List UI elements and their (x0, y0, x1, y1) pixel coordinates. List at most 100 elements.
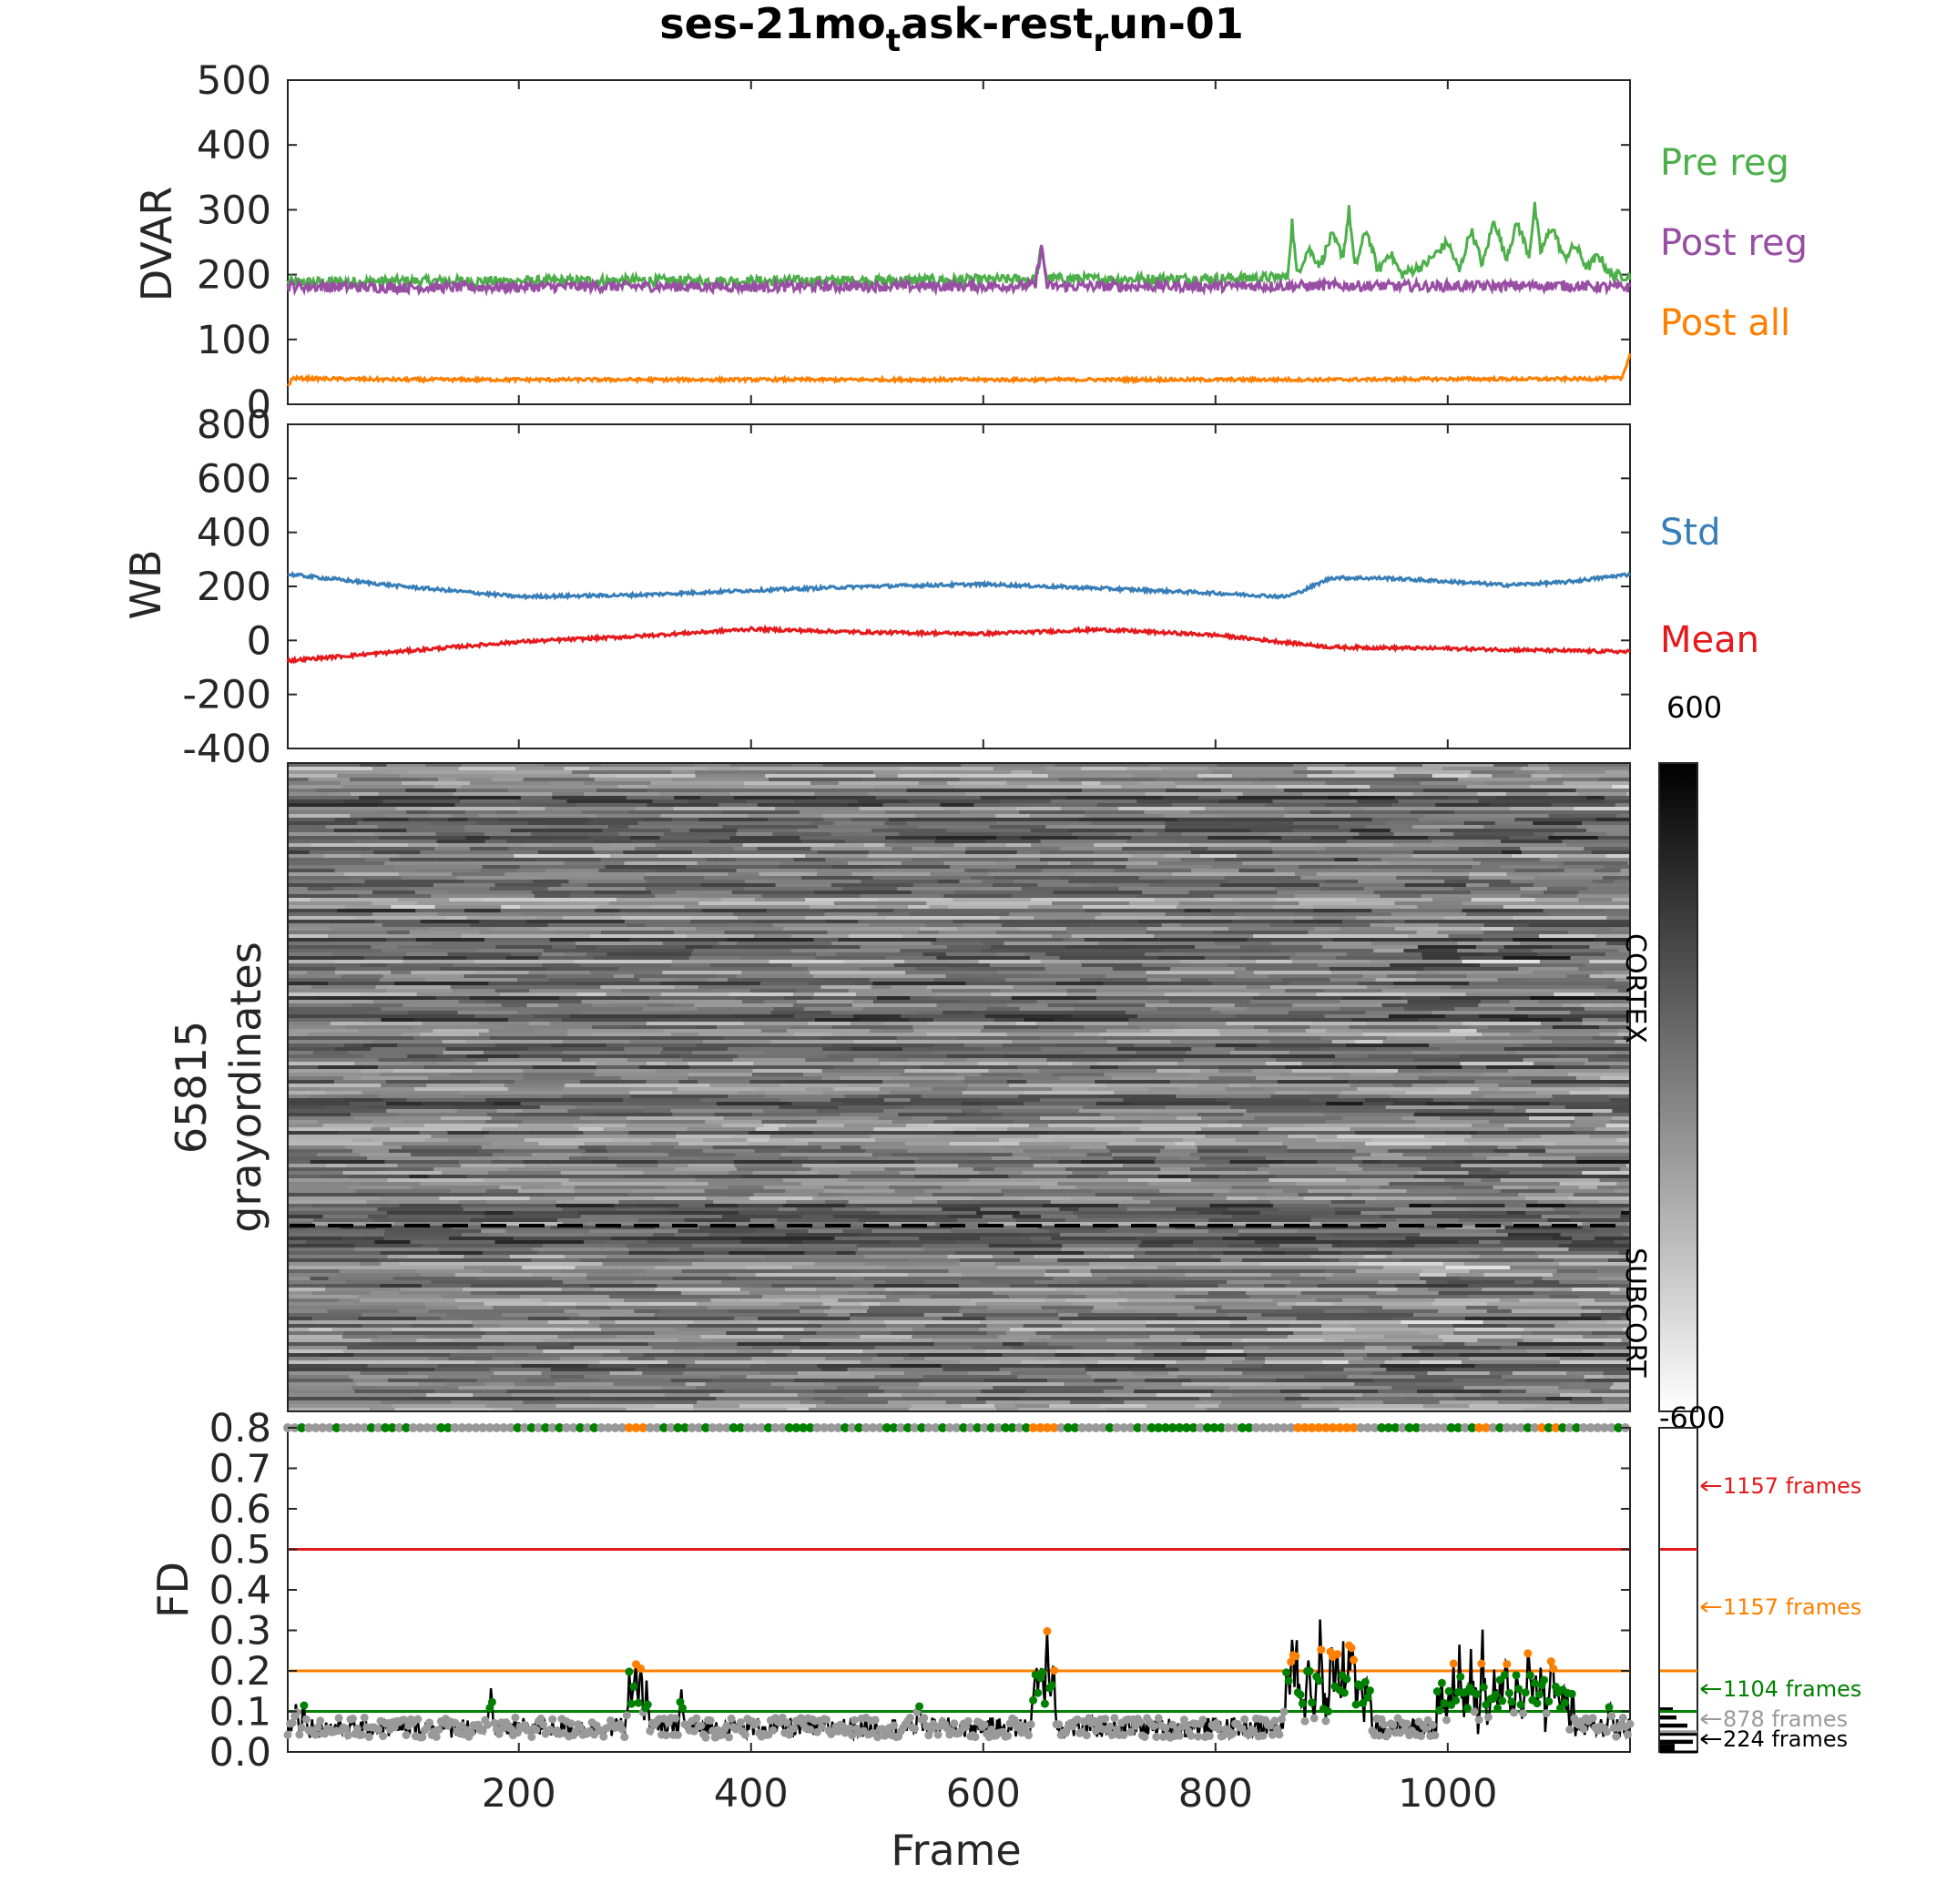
carpet-cell (564, 1309, 635, 1313)
carpet-cell (1320, 1258, 1340, 1262)
carpet-cell (546, 825, 608, 829)
carpet-cell (494, 883, 562, 887)
carpet-cell (693, 1175, 743, 1178)
carpet-cell (288, 945, 372, 949)
carpet-cell (1460, 956, 1503, 960)
carpet-cell (1416, 971, 1440, 974)
carpet-cell (950, 865, 1016, 869)
carpet-cell (635, 1273, 729, 1277)
carpet-cell (1061, 985, 1147, 989)
carpet-cell (1124, 1400, 1222, 1404)
carpet-cell (1381, 858, 1473, 861)
carpet-cell (499, 1156, 569, 1160)
carpet-cell (407, 843, 439, 847)
carpet-cell (1603, 1400, 1630, 1404)
fd-top-marker (1007, 1423, 1017, 1432)
carpet-cell (957, 927, 1019, 931)
carpet-cell (1509, 1018, 1563, 1022)
carpet-cell (363, 1054, 408, 1058)
carpet-cell (658, 1182, 708, 1186)
carpet-cell (445, 1047, 528, 1051)
carpet-cell (1491, 1167, 1570, 1171)
carpet-cell (731, 891, 815, 894)
carpet-cell (360, 1262, 381, 1266)
carpet-cell (288, 1237, 343, 1240)
carpet-cell (1221, 1400, 1296, 1404)
carpet-cell (1057, 1258, 1153, 1262)
carpet-cell (341, 974, 383, 978)
fd-point (1359, 1699, 1368, 1707)
carpet-cell (1009, 912, 1101, 916)
carpet-cell (729, 792, 815, 796)
carpet-cell (1361, 1029, 1387, 1033)
carpet-cell (1314, 1320, 1401, 1324)
carpet-cell (382, 1371, 408, 1375)
carpet-cell (1122, 847, 1207, 850)
carpet-cell (757, 803, 848, 807)
carpet-cell (1598, 836, 1630, 840)
carpet-cell (442, 1040, 467, 1044)
carpet-cell (1295, 1302, 1334, 1306)
carpet-cell (386, 763, 426, 767)
carpet-cell (1231, 770, 1253, 774)
fd-point (1314, 1676, 1323, 1685)
carpet-heatmap (288, 763, 1630, 1411)
carpet-cell (1470, 1207, 1554, 1211)
carpet-cell (1552, 1288, 1573, 1291)
carpet-cell (911, 858, 1008, 861)
carpet-cell (1609, 1120, 1630, 1124)
carpet-cell (700, 1098, 781, 1102)
fd-point (490, 1718, 499, 1727)
fd-top-marker (1238, 1423, 1248, 1432)
carpet-cell (1137, 1014, 1182, 1018)
carpet-cell (430, 821, 476, 825)
carpet-cell (288, 891, 372, 894)
carpet-cell (1214, 1390, 1280, 1393)
carpet-cell (1311, 1215, 1381, 1218)
carpet-cell (1046, 1058, 1129, 1062)
carpet-cell (831, 1033, 927, 1036)
carpet-cell (654, 869, 737, 872)
carpet-cell (288, 952, 332, 956)
carpet-cell (1146, 1404, 1195, 1408)
carpet-cell (1003, 1342, 1024, 1346)
carpet-cell (575, 1186, 666, 1189)
fd-point (1284, 1676, 1293, 1685)
carpet-cell (876, 1044, 934, 1047)
carpet-cell (733, 796, 817, 799)
carpet-cell (1416, 1182, 1464, 1186)
carpet-cell (1045, 952, 1145, 956)
carpet-cell (1500, 1087, 1600, 1091)
carpet-cell (1296, 1295, 1370, 1298)
carpet-cell (1047, 1003, 1146, 1007)
carpet-cell (917, 1386, 993, 1390)
carpet-cell (792, 763, 823, 767)
carpet-cell (436, 840, 485, 843)
carpet-cell (1165, 880, 1227, 883)
carpet-cell (516, 869, 545, 872)
carpet-cell (832, 1207, 867, 1211)
fd-top-marker (1049, 1423, 1059, 1432)
carpet-cell (1350, 792, 1413, 796)
fd-top-marker (805, 1423, 815, 1432)
carpet-cell (1191, 850, 1273, 854)
carpet-cell (1032, 770, 1118, 774)
carpet-cell (712, 1145, 787, 1149)
carpet-cell (922, 1379, 984, 1382)
carpet-cell (1315, 1138, 1372, 1142)
carpet-cell (628, 1247, 661, 1251)
carpet-cell (1081, 767, 1127, 770)
carpet-cell (384, 1229, 482, 1233)
carpet-cell (618, 832, 665, 836)
carpet-cell (1078, 1109, 1157, 1113)
fd-point (1477, 1659, 1486, 1668)
carpet-cell (997, 1105, 1083, 1109)
carpet-cell (1058, 1160, 1081, 1164)
carpet-cell (288, 1371, 361, 1375)
carpet-cell (1191, 1047, 1235, 1051)
fd-top-marker (1377, 1423, 1387, 1432)
carpet-cell (1413, 1175, 1484, 1178)
carpet-cell (996, 836, 1021, 840)
carpet-cell (580, 1215, 631, 1218)
carpet-cell (401, 876, 457, 880)
